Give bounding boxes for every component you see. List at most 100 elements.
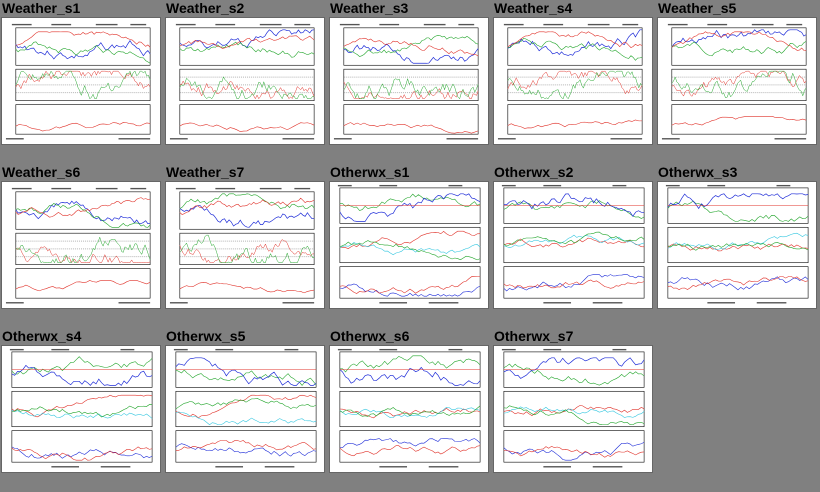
precip-series [179, 282, 315, 294]
tiny-label [543, 348, 562, 351]
temp-series [507, 70, 643, 95]
tiny-label [294, 23, 311, 26]
tiny-label [11, 187, 32, 190]
plot-thumbnail[interactable] [1, 181, 161, 309]
plot-thumbnail[interactable] [657, 17, 817, 145]
precip-series [15, 122, 151, 132]
cyan-series [503, 406, 645, 418]
temp-series [503, 279, 645, 289]
panel-weather-s2: Weather_s2 [164, 0, 326, 145]
dew-series [343, 35, 479, 57]
tiny-label [592, 466, 623, 468]
tiny-label [751, 23, 774, 26]
panel-otherwx-s1: Otherwx_s1 [328, 164, 490, 309]
dew-series [339, 355, 481, 373]
plot-thumbnail[interactable] [1, 345, 161, 473]
panel-title: Otherwx_s4 [2, 328, 82, 344]
tiny-label [51, 348, 70, 351]
dew-series [339, 405, 481, 417]
dew-series [339, 240, 481, 261]
tiny-label [428, 302, 459, 304]
wind-series [339, 366, 481, 386]
plot-axes [667, 226, 809, 264]
dew-series [671, 41, 807, 57]
temp-series [11, 394, 153, 418]
dew-series [343, 77, 479, 100]
cyan-series [11, 409, 153, 419]
plot-thumbnail[interactable] [165, 17, 325, 145]
temp-series [179, 239, 315, 263]
dew-series [15, 202, 151, 228]
plot-axes [339, 430, 481, 463]
tiny-label [543, 23, 564, 26]
temp-series [503, 405, 645, 416]
temp-series [667, 243, 809, 252]
dew-series [507, 38, 643, 61]
plot-axes [15, 27, 151, 66]
temp-series [179, 197, 315, 215]
plot-thumbnail[interactable] [329, 345, 489, 473]
wind-series [671, 29, 807, 48]
plot-axes [507, 104, 643, 135]
temp-series [175, 394, 317, 419]
plot-axes [339, 266, 481, 299]
tiny-label [543, 302, 572, 304]
tiny-label [339, 23, 360, 26]
dew-series [15, 70, 151, 100]
dew-series [671, 70, 807, 99]
plot-axes [179, 68, 315, 101]
dew-series [11, 356, 153, 375]
wind-series [15, 200, 151, 225]
tiny-label [665, 184, 680, 187]
temp-series [15, 70, 151, 90]
tiny-label [448, 348, 463, 351]
dew-series [339, 193, 481, 211]
plot-thumbnail[interactable] [165, 181, 325, 309]
dew-series [175, 398, 317, 410]
plot-axes [179, 27, 315, 66]
tiny-label [51, 187, 72, 190]
plot-thumbnail[interactable] [493, 181, 653, 309]
cyan-series [339, 407, 481, 418]
wind-series [179, 205, 315, 228]
plot-thumbnail[interactable] [1, 17, 161, 145]
tiny-label [169, 138, 188, 140]
temp-series [11, 446, 153, 461]
plot-axes [343, 27, 479, 66]
plot-thumbnail[interactable] [329, 17, 489, 145]
plot-axes [11, 430, 153, 463]
tiny-label [5, 302, 24, 304]
plot-thumbnail[interactable] [493, 17, 653, 145]
temp-series [343, 37, 479, 57]
temp-series [175, 440, 317, 451]
dew-series [503, 363, 645, 386]
plot-thumbnail[interactable] [657, 181, 817, 309]
plot-thumbnail[interactable] [165, 345, 325, 473]
tiny-label [95, 187, 118, 190]
temp-series [15, 197, 151, 218]
temp-series [503, 445, 645, 458]
plot-axes [179, 104, 315, 135]
tiny-label [130, 23, 147, 26]
cyan-series [503, 234, 645, 248]
panel-title: Weather_s5 [658, 0, 737, 16]
wind-series [667, 276, 809, 291]
wind-series [339, 438, 481, 448]
tiny-label [501, 184, 516, 187]
plot-axes [15, 104, 151, 135]
tiny-label [9, 348, 24, 351]
plot-axes [15, 268, 151, 299]
wind-series [15, 40, 151, 60]
tiny-label [11, 23, 32, 26]
panel-otherwx-s2: Otherwx_s2 [492, 164, 654, 309]
plot-axes [671, 27, 807, 66]
tiny-label [379, 302, 408, 304]
plot-thumbnail[interactable] [329, 181, 489, 309]
plot-axes [339, 390, 481, 428]
plot-thumbnail[interactable] [493, 345, 653, 473]
precip-series [15, 280, 151, 292]
tiny-label [169, 302, 188, 304]
panel-title: Otherwx_s7 [494, 328, 574, 344]
tiny-label [118, 302, 151, 304]
panel-title: Otherwx_s1 [330, 164, 410, 180]
